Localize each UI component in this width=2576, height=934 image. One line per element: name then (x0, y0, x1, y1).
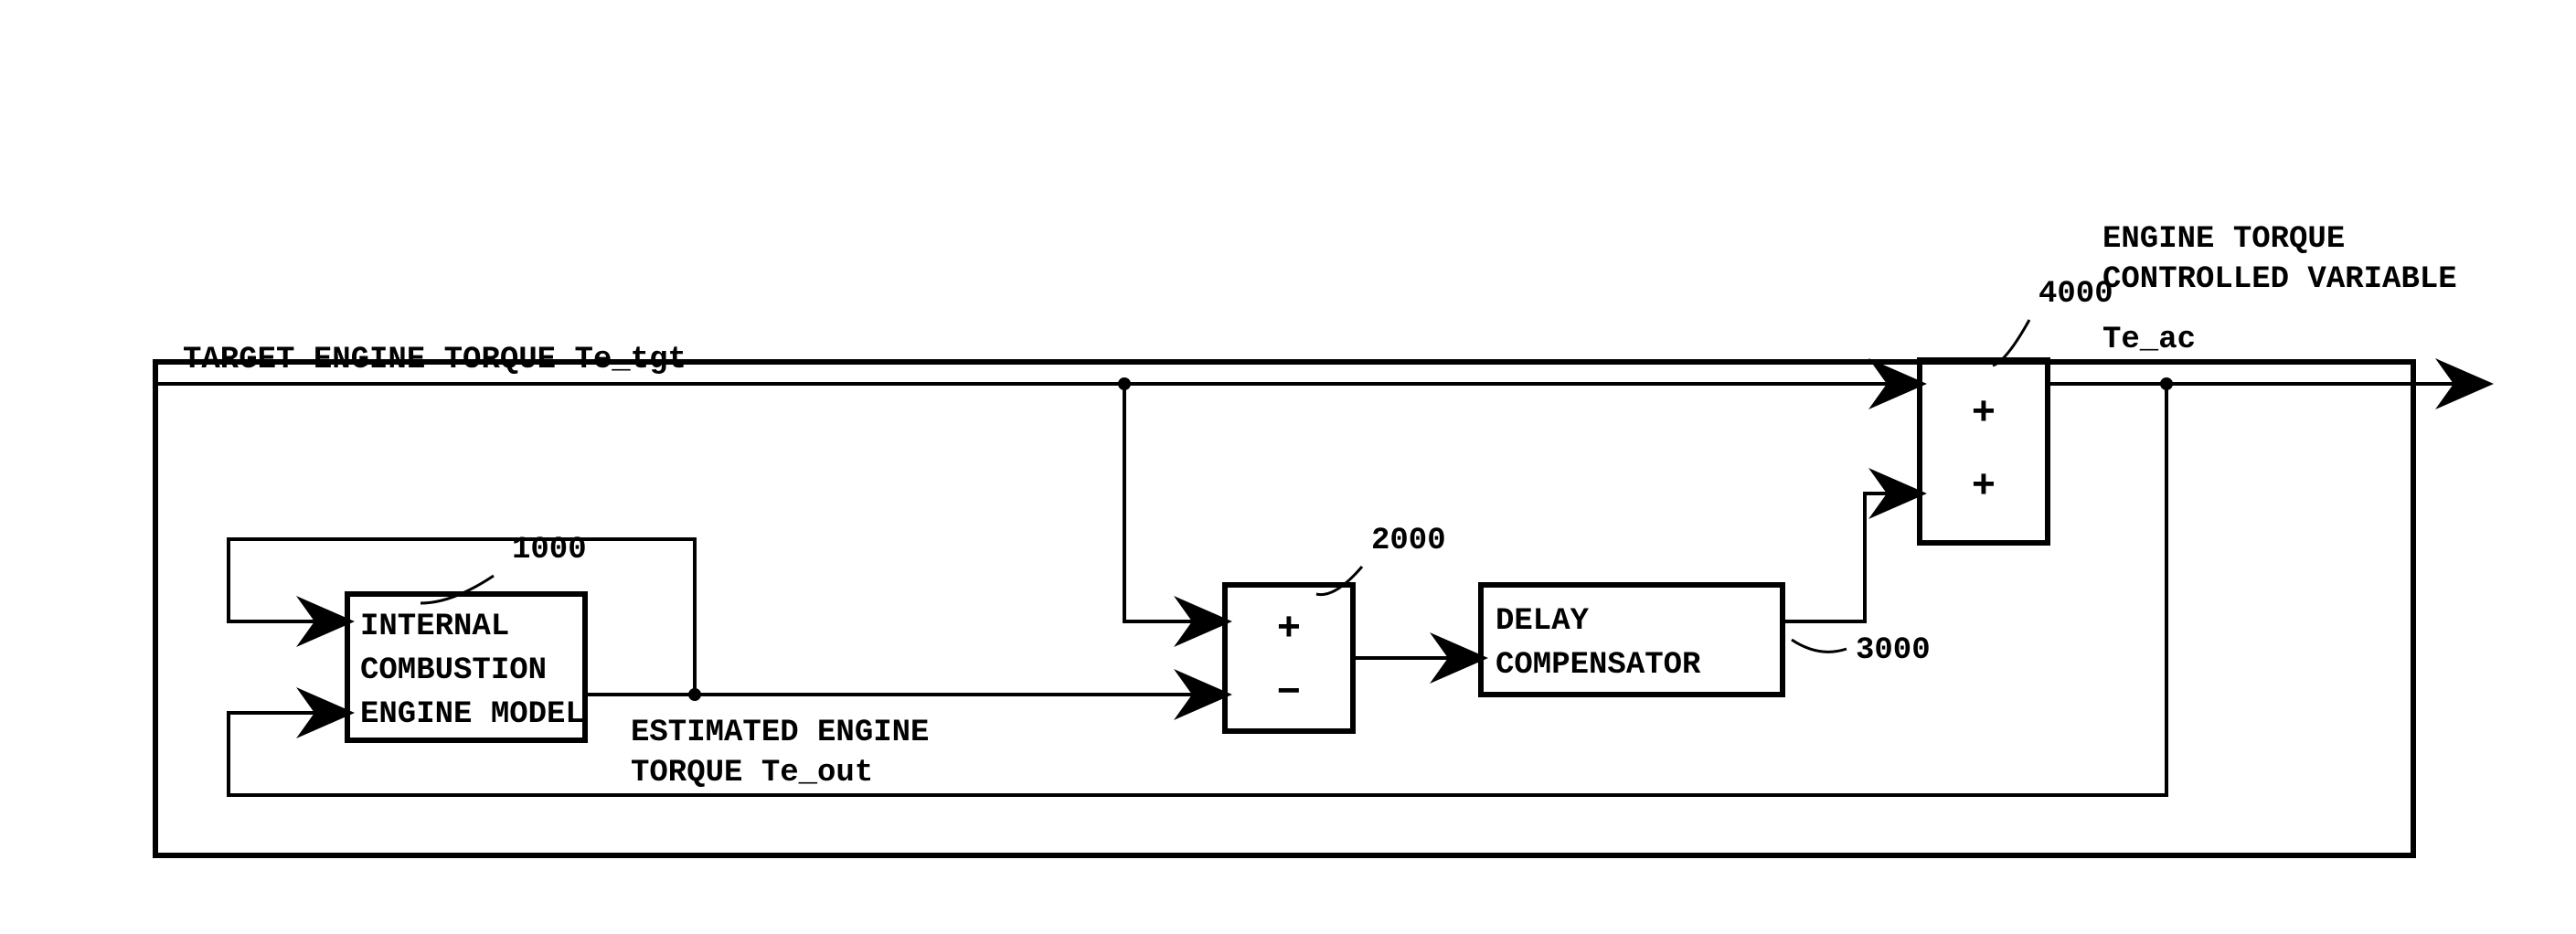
svg-text:−: − (1277, 671, 1301, 716)
svg-text:+: + (1972, 464, 1996, 510)
svg-text:Te_ac: Te_ac (2102, 323, 2196, 357)
svg-text:COMPENSATOR: COMPENSATOR (1496, 648, 1701, 683)
svg-text:ENGINE TORQUE: ENGINE TORQUE (2102, 222, 2345, 257)
svg-text:TORQUE Te_out: TORQUE Te_out (631, 756, 873, 791)
svg-text:ESTIMATED ENGINE: ESTIMATED ENGINE (631, 716, 929, 750)
svg-text:ENGINE MODEL: ENGINE MODEL (360, 697, 584, 732)
svg-text:TARGET ENGINE TORQUE Te_tgt: TARGET ENGINE TORQUE Te_tgt (183, 343, 687, 377)
svg-text:3000: 3000 (1856, 633, 1931, 668)
block-diagram: INTERNAL COMBUSTION ENGINE MODEL + − DELAY COM… (0, 0, 2576, 934)
svg-text:CONTROLLED VARIABLE: CONTROLLED VARIABLE (2102, 262, 2457, 297)
svg-text:2000: 2000 (1371, 524, 1446, 558)
svg-text:4000: 4000 (2038, 277, 2113, 312)
svg-text:1000: 1000 (512, 533, 587, 568)
svg-text:+: + (1972, 391, 1996, 437)
svg-text:INTERNAL: INTERNAL (360, 610, 509, 644)
svg-text:DELAY: DELAY (1496, 604, 1590, 639)
svg-text:+: + (1277, 607, 1301, 653)
svg-text:COMBUSTION: COMBUSTION (360, 653, 547, 688)
